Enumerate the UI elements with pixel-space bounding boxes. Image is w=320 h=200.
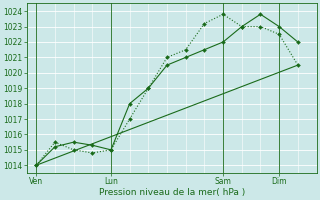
X-axis label: Pression niveau de la mer( hPa ): Pression niveau de la mer( hPa ) bbox=[99, 188, 245, 197]
